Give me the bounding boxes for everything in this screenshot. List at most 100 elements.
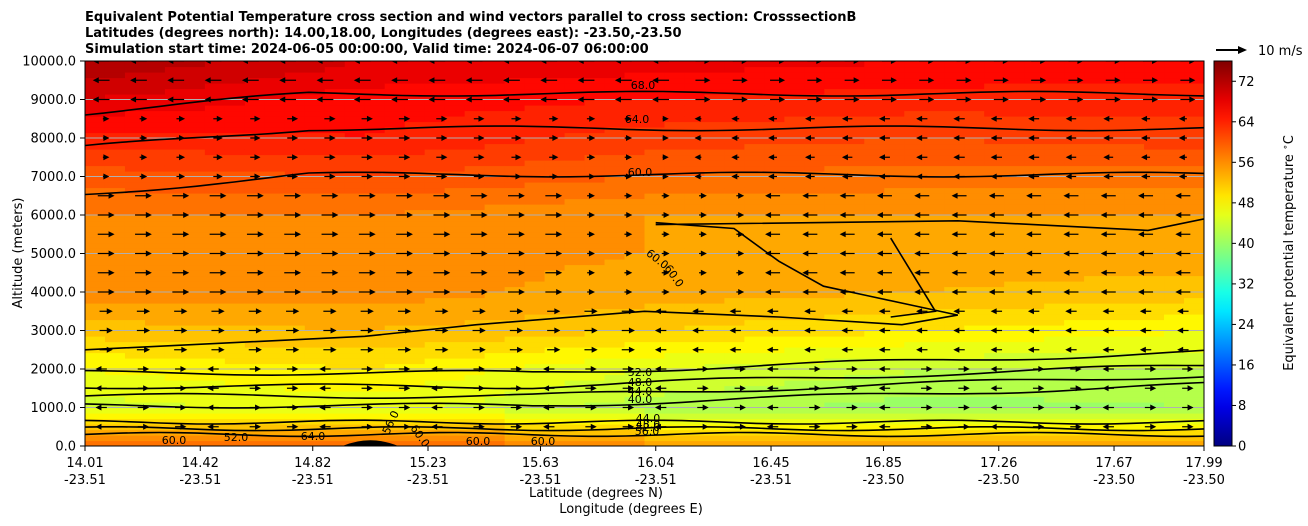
field-cell — [524, 72, 546, 79]
wind-vector-head — [179, 115, 186, 122]
field-cell — [664, 363, 686, 370]
field-cell — [644, 330, 666, 337]
field-cell — [1044, 314, 1065, 321]
field-cell — [964, 435, 985, 442]
field-cell — [144, 99, 166, 106]
field-cell — [224, 253, 246, 260]
field-cell — [484, 369, 506, 376]
field-cell — [584, 286, 606, 293]
field-cell — [1184, 281, 1204, 288]
wind-vector-head — [590, 366, 597, 372]
field-cell — [604, 363, 626, 370]
field-cell — [404, 220, 426, 227]
field-cell — [704, 330, 726, 337]
field-cell — [884, 429, 905, 436]
field-cell — [1044, 413, 1065, 420]
field-cell — [1124, 171, 1145, 178]
field-cell — [784, 336, 805, 343]
field-cell — [604, 242, 626, 249]
field-cell — [264, 127, 286, 134]
field-cell — [344, 435, 366, 442]
field-cell — [844, 204, 865, 211]
wind-vector-head — [953, 327, 960, 334]
field-cell — [904, 237, 925, 244]
field-cell — [304, 297, 326, 304]
field-cell — [1184, 176, 1204, 183]
field-cell — [264, 121, 286, 128]
field-cell — [604, 281, 626, 288]
field-cell — [524, 330, 546, 337]
field-cell — [1164, 347, 1185, 354]
field-cell — [384, 160, 406, 167]
wind-vector-head — [626, 192, 633, 199]
field-cell — [744, 402, 765, 409]
field-cell — [724, 198, 746, 205]
field-cell — [844, 215, 865, 222]
field-cell — [484, 99, 506, 106]
field-cell — [124, 99, 146, 106]
field-cell — [244, 391, 266, 398]
field-cell — [144, 193, 166, 200]
field-cell — [624, 198, 646, 205]
field-cell — [144, 110, 166, 117]
field-cell — [544, 275, 566, 282]
field-cell — [124, 374, 146, 381]
field-cell — [1044, 231, 1065, 238]
wind-vector-head — [876, 192, 883, 199]
field-cell — [1124, 358, 1145, 365]
field-cell — [344, 149, 366, 156]
field-cell — [1044, 226, 1065, 233]
field-cell — [704, 165, 726, 172]
field-cell — [604, 237, 626, 244]
field-cell — [784, 121, 805, 128]
field-cell — [744, 248, 765, 255]
field-cell — [244, 292, 266, 299]
field-cell — [804, 369, 825, 376]
wind-vector-head — [180, 385, 187, 392]
field-cell — [124, 83, 146, 90]
field-cell — [704, 215, 726, 222]
field-cell — [1104, 396, 1125, 403]
field-cell — [464, 253, 486, 260]
field-cell — [364, 281, 386, 288]
field-cell — [364, 303, 386, 310]
field-cell — [1164, 259, 1185, 266]
field-cell — [424, 286, 446, 293]
field-cell — [1184, 264, 1204, 271]
field-cell — [224, 127, 246, 134]
field-cell — [1084, 66, 1105, 73]
field-cell — [204, 215, 226, 222]
field-cell — [584, 132, 606, 139]
field-cell — [224, 308, 246, 315]
field-cell — [464, 187, 486, 194]
field-cell — [1104, 369, 1125, 376]
field-cell — [344, 314, 366, 321]
field-cell — [344, 396, 366, 403]
field-cell — [164, 110, 186, 117]
field-cell — [124, 303, 146, 310]
field-cell — [1104, 116, 1125, 123]
field-cell — [1104, 308, 1125, 315]
field-cell — [964, 149, 985, 156]
field-cell — [884, 237, 905, 244]
wind-vector-head — [589, 173, 596, 180]
field-cell — [1004, 407, 1025, 414]
field-cell — [464, 402, 486, 409]
field-cell — [544, 292, 566, 299]
field-cell — [544, 413, 566, 420]
field-cell — [944, 61, 965, 68]
field-cell — [584, 297, 606, 304]
field-cell — [1004, 121, 1025, 128]
wind-vector-head — [103, 115, 110, 122]
field-cell — [264, 160, 286, 167]
field-cell — [204, 226, 226, 233]
field-cell — [244, 352, 266, 359]
field-cell — [304, 363, 326, 370]
field-cell — [544, 72, 566, 79]
field-cell — [304, 198, 326, 205]
wind-vector-head — [220, 192, 227, 199]
field-cell — [664, 418, 686, 425]
field-cell — [784, 171, 805, 178]
field-cell — [924, 435, 945, 442]
field-cell — [184, 138, 206, 145]
